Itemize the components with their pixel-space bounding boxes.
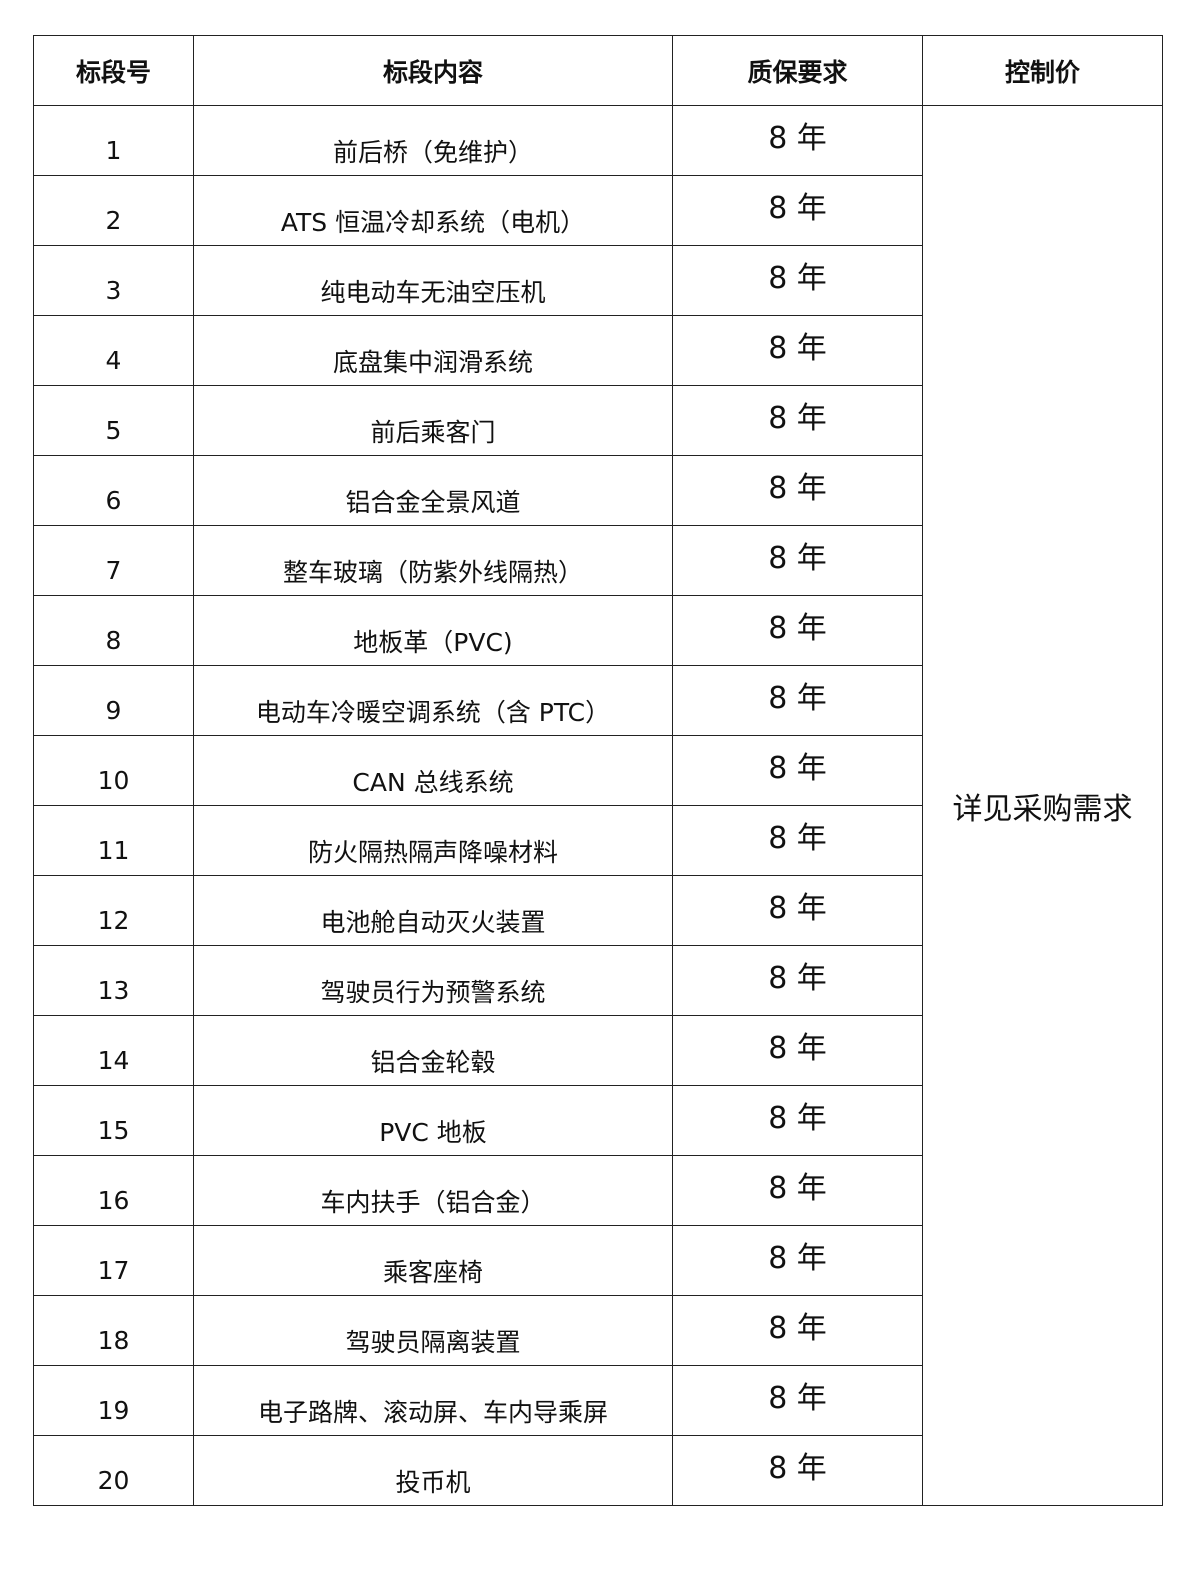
section-content: 底盘集中润滑系统 xyxy=(193,315,673,386)
section-content: ATS 恒温冷却系统（电机） xyxy=(193,175,673,246)
section-content: PVC 地板 xyxy=(193,1085,673,1156)
table-row: 20 投币机 8 年 xyxy=(33,1435,1163,1506)
header-warranty: 质保要求 xyxy=(672,35,923,106)
table-row: 9 电动车冷暖空调系统（含 PTC） 8 年 xyxy=(33,665,1163,736)
section-number: 1 xyxy=(33,105,194,176)
warranty-period: 8 年 xyxy=(672,525,923,596)
table-row: 10 CAN 总线系统 8 年 xyxy=(33,735,1163,806)
section-content: 地板革（PVC) xyxy=(193,595,673,666)
warranty-period: 8 年 xyxy=(672,1085,923,1156)
section-number: 20 xyxy=(33,1435,194,1506)
section-content: 车内扶手（铝合金） xyxy=(193,1155,673,1226)
section-content: CAN 总线系统 xyxy=(193,735,673,806)
table-row: 1 前后桥（免维护） 8 年详见采购需求 xyxy=(33,105,1163,1506)
warranty-period: 8 年 xyxy=(672,1155,923,1226)
section-content: 整车玻璃（防紫外线隔热） xyxy=(193,525,673,596)
section-content: 前后乘客门 xyxy=(193,385,673,456)
table-row: 3 纯电动车无油空压机 8 年 xyxy=(33,245,1163,316)
header-row: 标段号 标段内容 质保要求 控制价 xyxy=(33,35,1163,106)
table-row: 11 防火隔热隔声降噪材料 8 年 xyxy=(33,805,1163,876)
warranty-period: 8 年 xyxy=(672,175,923,246)
section-number: 12 xyxy=(33,875,194,946)
section-number: 14 xyxy=(33,1015,194,1086)
section-number: 19 xyxy=(33,1365,194,1436)
warranty-period: 8 年 xyxy=(672,665,923,736)
header-section-number: 标段号 xyxy=(33,35,194,106)
section-content: 投币机 xyxy=(193,1435,673,1506)
section-number: 16 xyxy=(33,1155,194,1226)
section-content: 驾驶员隔离装置 xyxy=(193,1295,673,1366)
warranty-period: 8 年 xyxy=(672,1435,923,1506)
section-content: 前后桥（免维护） xyxy=(193,105,673,176)
header-section-content: 标段内容 xyxy=(193,35,673,106)
warranty-period: 8 年 xyxy=(672,735,923,806)
warranty-period: 8 年 xyxy=(672,105,923,176)
table-row: 14 铝合金轮毂 8 年 xyxy=(33,1015,1163,1086)
section-content: 铝合金全景风道 xyxy=(193,455,673,526)
warranty-period: 8 年 xyxy=(672,1295,923,1366)
section-number: 6 xyxy=(33,455,194,526)
table-body: 1 前后桥（免维护） 8 年详见采购需求 2 ATS 恒温冷却系统（电机） 8 年 3 纯电动… xyxy=(33,105,1163,1506)
warranty-period: 8 年 xyxy=(672,875,923,946)
section-content: 铝合金轮毂 xyxy=(193,1015,673,1086)
section-content: 乘客座椅 xyxy=(193,1225,673,1296)
warranty-period: 8 年 xyxy=(672,805,923,876)
section-number: 11 xyxy=(33,805,194,876)
header-control-price: 控制价 xyxy=(922,35,1163,106)
warranty-period: 8 年 xyxy=(672,245,923,316)
table-row: 4 底盘集中润滑系统 8 年 xyxy=(33,315,1163,386)
section-number: 9 xyxy=(33,665,194,736)
table-row: 5 前后乘客门 8 年 xyxy=(33,385,1163,456)
warranty-period: 8 年 xyxy=(672,385,923,456)
section-content: 电动车冷暖空调系统（含 PTC） xyxy=(193,665,673,736)
table-row: 16 车内扶手（铝合金） 8 年 xyxy=(33,1155,1163,1226)
control-price-note: 详见采购需求 xyxy=(922,105,1163,1506)
table-row: 17 乘客座椅 8 年 xyxy=(33,1225,1163,1296)
section-number: 8 xyxy=(33,595,194,666)
section-content: 电子路牌、滚动屏、车内导乘屏 xyxy=(193,1365,673,1436)
section-number: 3 xyxy=(33,245,194,316)
bid-sections-table: 标段号 标段内容 质保要求 控制价 1 前后桥（免维护） 8 年详见采购需求 2 ATS… xyxy=(33,35,1163,1506)
section-number: 10 xyxy=(33,735,194,806)
section-content: 防火隔热隔声降噪材料 xyxy=(193,805,673,876)
warranty-period: 8 年 xyxy=(672,1225,923,1296)
section-number: 7 xyxy=(33,525,194,596)
warranty-period: 8 年 xyxy=(672,945,923,1016)
warranty-period: 8 年 xyxy=(672,315,923,386)
section-content: 电池舱自动灭火装置 xyxy=(193,875,673,946)
table-row: 19 电子路牌、滚动屏、车内导乘屏 8 年 xyxy=(33,1365,1163,1436)
section-content: 驾驶员行为预警系统 xyxy=(193,945,673,1016)
table-row: 7 整车玻璃（防紫外线隔热） 8 年 xyxy=(33,525,1163,596)
table-row: 18 驾驶员隔离装置 8 年 xyxy=(33,1295,1163,1366)
warranty-period: 8 年 xyxy=(672,455,923,526)
table-row: 8 地板革（PVC) 8 年 xyxy=(33,595,1163,666)
section-number: 17 xyxy=(33,1225,194,1296)
table-row: 12 电池舱自动灭火装置 8 年 xyxy=(33,875,1163,946)
section-number: 4 xyxy=(33,315,194,386)
warranty-period: 8 年 xyxy=(672,1015,923,1086)
section-number: 15 xyxy=(33,1085,194,1156)
section-number: 13 xyxy=(33,945,194,1016)
warranty-period: 8 年 xyxy=(672,1365,923,1436)
table-row: 13 驾驶员行为预警系统 8 年 xyxy=(33,945,1163,1016)
section-number: 5 xyxy=(33,385,194,456)
section-number: 18 xyxy=(33,1295,194,1366)
table-row: 2 ATS 恒温冷却系统（电机） 8 年 xyxy=(33,175,1163,246)
section-content: 纯电动车无油空压机 xyxy=(193,245,673,316)
table-row: 15 PVC 地板 8 年 xyxy=(33,1085,1163,1156)
warranty-period: 8 年 xyxy=(672,595,923,666)
section-number: 2 xyxy=(33,175,194,246)
